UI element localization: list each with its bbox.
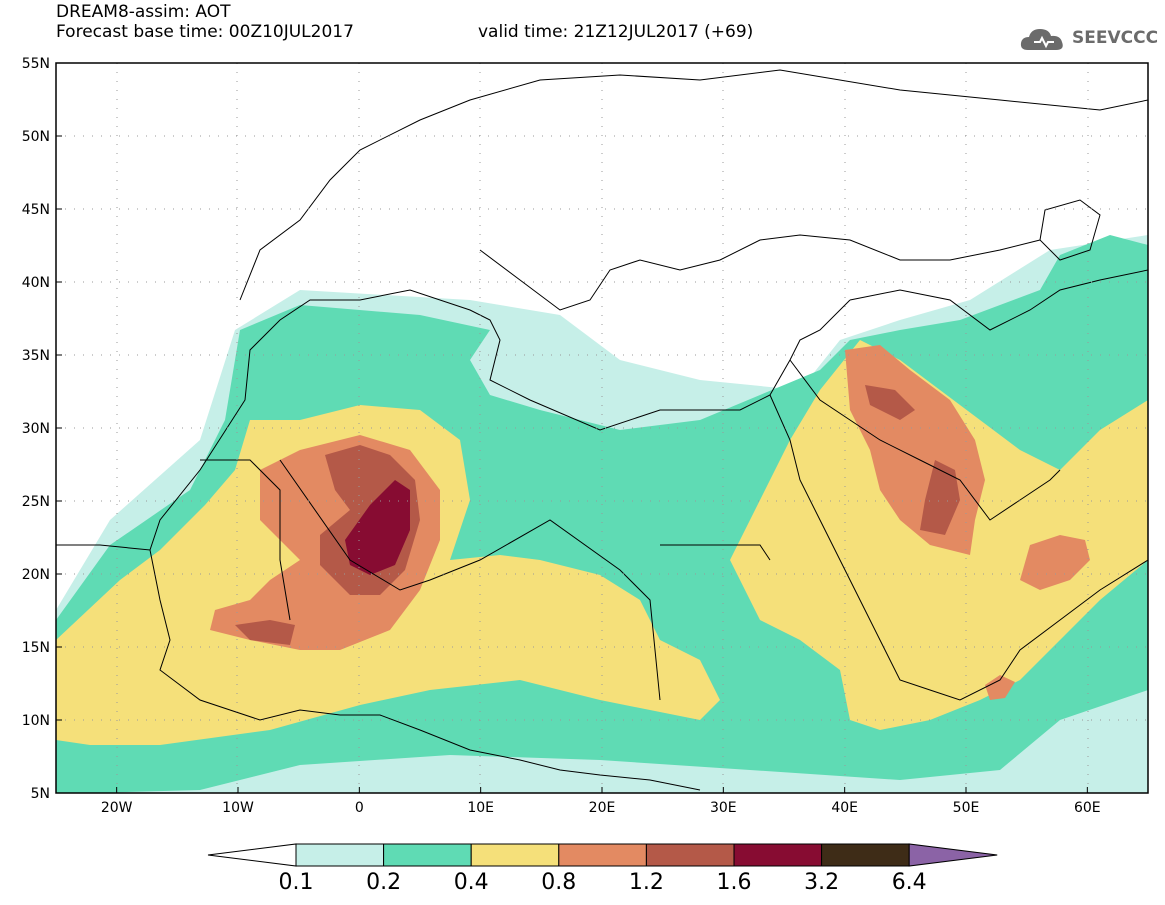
valid-time: valid time: 21Z12JUL2017 (+69)	[478, 22, 754, 42]
colorbar-segment	[821, 843, 910, 867]
lat-label: 55N	[22, 56, 50, 72]
lat-label: 20N	[22, 567, 50, 583]
colorbar	[207, 843, 998, 867]
seevccc-logo: SEEVCCC	[1018, 24, 1158, 56]
lat-label: 50N	[22, 129, 50, 145]
colorbar-label: 3.2	[804, 870, 840, 895]
colorbar-segment	[383, 843, 472, 867]
lat-label: 40N	[22, 275, 50, 291]
aot-band-0.8-oman	[1020, 535, 1090, 590]
lon-label: 10E	[467, 800, 494, 816]
lon-label: 60E	[1074, 800, 1101, 816]
lat-label: 45N	[22, 202, 50, 218]
colorbar-label: 6.4	[891, 870, 927, 895]
colorbar-segment	[733, 843, 823, 867]
lat-label: 35N	[22, 348, 50, 364]
lon-label: 40E	[831, 800, 858, 816]
aot-band-0.8-somalia	[985, 675, 1015, 700]
colorbar-under-triangle	[207, 843, 297, 867]
forecast-base-time: Forecast base time: 00Z10JUL2017	[56, 22, 354, 42]
lon-label: 0	[355, 800, 364, 816]
aot-band-1.2-mali	[235, 620, 295, 645]
lat-label: 5N	[31, 786, 50, 802]
aot-band-1.6-core	[345, 480, 410, 575]
colorbar-label: 0.8	[541, 870, 577, 895]
graticule	[56, 63, 1148, 793]
colorbar-label: 0.2	[366, 870, 402, 895]
colorbar-segment	[470, 843, 560, 867]
colorbar-label: 1.6	[716, 870, 752, 895]
lon-label: 20E	[589, 800, 616, 816]
colorbar-label: 0.4	[453, 870, 489, 895]
colorbar-segment	[295, 843, 385, 867]
lat-label: 10N	[22, 713, 50, 729]
lat-label: 15N	[22, 640, 50, 656]
aot-band-1.2-saudi	[920, 460, 960, 535]
aot-field	[56, 235, 1148, 793]
latitude-axis: 55N 50N 45N 40N 35N 30N 25N 20N 15N 10N 5N	[22, 56, 62, 802]
lat-label: 30N	[22, 421, 50, 437]
colorbar-label: 1.2	[628, 870, 664, 895]
lat-label: 25N	[22, 494, 50, 510]
colorbar-segment	[558, 843, 647, 867]
coastlines	[56, 69, 1148, 791]
lon-label: 10W	[222, 800, 254, 816]
cloud-icon	[1020, 29, 1063, 50]
colorbar-over-triangle	[908, 843, 998, 867]
chart-title: DREAM8-assim: AOT	[56, 2, 231, 22]
lon-label: 30E	[710, 800, 737, 816]
lon-label: 20W	[101, 800, 133, 816]
colorbar-label: 0.1	[278, 870, 314, 895]
lon-label: 50E	[953, 800, 980, 816]
longitude-axis: 20W 10W 0 10E 20E 30E 40E 50E 60E	[101, 787, 1101, 816]
logo-text: SEEVCCC	[1072, 28, 1159, 48]
colorbar-segment	[645, 843, 735, 867]
aot-band-1.2-iraq	[865, 385, 915, 420]
